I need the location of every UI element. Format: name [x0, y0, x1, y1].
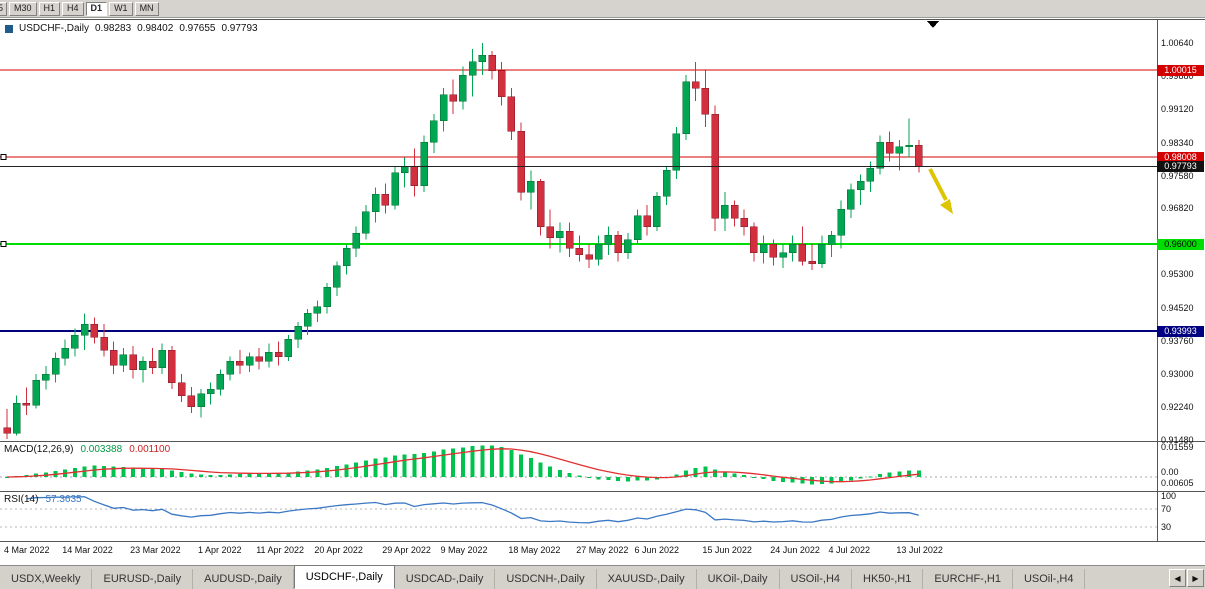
price-axis-label: 0.98340 — [1161, 137, 1194, 148]
ohlc-low: 0.97655 — [179, 23, 216, 34]
chart-tab-usdx-weekly[interactable]: USDX,Weekly — [0, 569, 93, 589]
ohlc-open: 0.98283 — [95, 23, 132, 34]
price-axis-label: 0.92240 — [1161, 401, 1194, 412]
chart-symbol-label: USDCHF-,Daily — [19, 23, 89, 34]
macd-signal-value: 0.001100 — [129, 444, 171, 455]
macd-axis-label: 0.00 — [1161, 467, 1179, 477]
rsi-axis-label: 70 — [1161, 504, 1172, 514]
date-axis-label: 4 Mar 2022 — [4, 545, 50, 555]
macd-axis-label: 0.01559 — [1161, 442, 1194, 452]
date-axis-label: 15 Jun 2022 — [702, 545, 752, 555]
date-axis-label: 6 Jun 2022 — [634, 545, 680, 555]
date-axis-label: 14 Mar 2022 — [62, 545, 113, 555]
chart-tab-ukoil-daily[interactable]: UKOil-,Daily — [696, 569, 780, 589]
price-axis-label: 0.97580 — [1161, 170, 1194, 181]
chart-tab-usdcad-daily[interactable]: USDCAD-,Daily — [394, 569, 496, 589]
chart-tab-usdcnh-daily[interactable]: USDCNH-,Daily — [495, 569, 597, 589]
chart-tab-eurchf-h1[interactable]: EURCHF-,H1 — [923, 569, 1013, 589]
price-axis-label: 0.93760 — [1161, 336, 1194, 347]
macd-indicator-label: MACD(12,26,9) 0.003388 0.001100 — [4, 444, 170, 455]
date-axis-label: 4 Jul 2022 — [828, 545, 871, 555]
chart-tab-eurusd-daily[interactable]: EURUSD-,Daily — [92, 569, 194, 589]
timeframe-button-5[interactable]: 5 — [0, 1, 7, 16]
date-axis-label: 1 Apr 2022 — [198, 545, 242, 555]
chart-tab-xauusd-daily[interactable]: XAUUSD-,Daily — [596, 569, 697, 589]
macd-axis-label: 0.00605 — [1161, 478, 1194, 488]
price-badge-0.96000: 0.96000 — [1157, 238, 1204, 250]
date-axis-label: 18 May 2022 — [508, 545, 561, 555]
date-axis-label: 13 Jul 2022 — [896, 545, 943, 555]
price-axis-label: 0.94520 — [1161, 303, 1194, 314]
chart-tab-hk50-h1[interactable]: HK50-,H1 — [852, 569, 924, 589]
rsi-axis-label: 30 — [1161, 522, 1172, 532]
timeframe-button-MN[interactable]: MN — [134, 1, 159, 16]
chart-tab-audusd-daily[interactable]: AUDUSD-,Daily — [193, 569, 294, 589]
macd-name: MACD(12,26,9) — [4, 444, 74, 455]
rsi-axis-label: 100 — [1161, 491, 1177, 501]
timeframe-button-H1[interactable]: H1 — [38, 1, 61, 16]
rsi-value: 57.3635 — [45, 494, 82, 505]
chart-symbol-icon — [5, 24, 13, 33]
price-axis-label: 0.99120 — [1161, 103, 1194, 114]
timeframe-button-D1[interactable]: D1 — [85, 1, 108, 16]
date-axis-label: 27 May 2022 — [576, 545, 629, 555]
tab-scroll-controls: ◀ ▶ — [1169, 569, 1204, 587]
price-badge-0.93993: 0.93993 — [1157, 325, 1204, 337]
rsi-indicator-label: RSI(14) 57.3635 — [4, 494, 82, 505]
price-axis-label: 0.99880 — [1161, 70, 1194, 81]
rsi-name: RSI(14) — [4, 494, 39, 505]
price-axis-label: 1.00640 — [1161, 37, 1194, 48]
price-axis-label: 0.96820 — [1161, 203, 1194, 214]
chart-info-bar: USDCHF-,Daily 0.98283 0.98402 0.97655 0.… — [5, 23, 258, 34]
chart-canvas[interactable] — [0, 20, 1157, 441]
chart-tab-usoil-h4[interactable]: USOil-,H4 — [1012, 569, 1086, 589]
timeframe-button-W1[interactable]: W1 — [109, 1, 133, 16]
current-price-badge: 0.97793 — [1157, 160, 1204, 172]
timeframe-button-M30[interactable]: M30 — [9, 1, 37, 16]
price-axis[interactable] — [1157, 20, 1205, 541]
date-axis-label: 24 Jun 2022 — [770, 545, 820, 555]
chart-tab-usoil-h4[interactable]: USOil-,H4 — [779, 569, 853, 589]
chart-tab-bar: USDX,Weekly EURUSD-,Daily AUDUSD-,Daily USD… — [0, 565, 1205, 589]
price-axis-label: 0.93000 — [1161, 369, 1194, 380]
ohlc-close: 0.97793 — [221, 23, 258, 34]
ohlc-high: 0.98402 — [137, 23, 174, 34]
price-axis-label: 0.95300 — [1161, 269, 1194, 280]
price-badge-1.00015: 1.00015 — [1157, 64, 1204, 76]
timeframe-toolbar: 5M30H1H4D1W1MN — [0, 0, 1205, 18]
date-axis-label: 20 Apr 2022 — [314, 545, 363, 555]
date-axis-label: 23 Mar 2022 — [130, 545, 181, 555]
tab-scroll-left-button[interactable]: ◀ — [1169, 569, 1186, 587]
tab-scroll-right-button[interactable]: ▶ — [1187, 569, 1204, 587]
chart-tab-usdchf-daily[interactable]: USDCHF-,Daily — [293, 565, 395, 589]
macd-main-value: 0.003388 — [80, 444, 123, 455]
timeframe-button-H4[interactable]: H4 — [62, 1, 84, 16]
date-axis-label: 29 Apr 2022 — [382, 545, 431, 555]
date-axis-label: 11 Apr 2022 — [256, 545, 305, 555]
price-badge-0.98008: 0.98008 — [1157, 151, 1204, 163]
price-axis-label: 0.91480 — [1161, 434, 1194, 445]
date-axis-label: 9 May 2022 — [440, 545, 488, 555]
